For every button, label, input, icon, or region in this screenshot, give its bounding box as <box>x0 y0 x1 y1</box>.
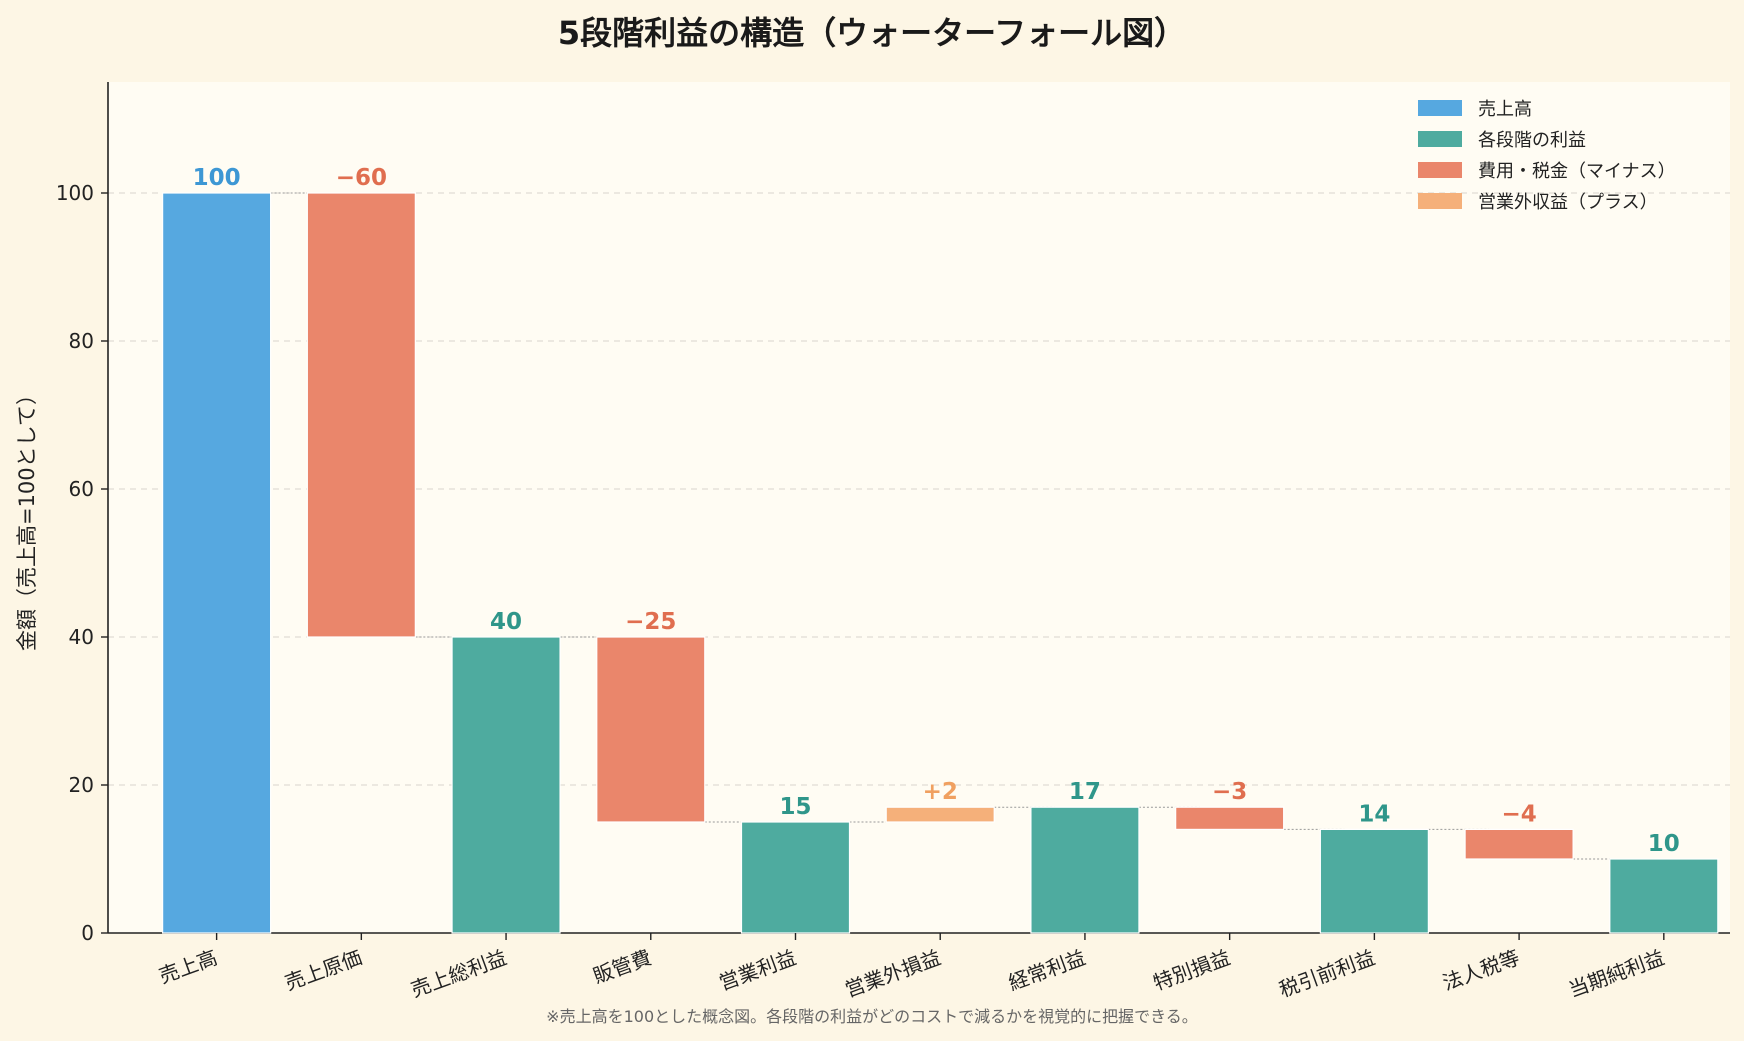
bar-profit <box>1030 806 1140 934</box>
bar-cost <box>306 192 416 638</box>
y-tick-label: 60 <box>69 477 94 501</box>
legend-label: 各段階の利益 <box>1478 130 1586 151</box>
x-tick-label: 法人税等 <box>1439 945 1522 995</box>
legend-label: 営業外収益（プラス） <box>1478 192 1658 213</box>
bar-value-label: 14 <box>1358 801 1390 827</box>
bar-value-label: 17 <box>1069 779 1101 805</box>
bar-cost <box>1175 806 1285 831</box>
bar-value-label: 100 <box>193 165 241 191</box>
bar-value-label: 15 <box>779 794 811 820</box>
y-axis-label: 金額（売上高=100として） <box>15 384 39 651</box>
x-tick-label: 税引前利益 <box>1276 945 1378 1002</box>
legend-swatch-revenue <box>1418 100 1462 116</box>
bar-value-label: −60 <box>336 165 387 191</box>
legend-label: 売上高 <box>1478 99 1532 120</box>
x-tick-label: 経常利益 <box>1005 945 1088 995</box>
bar-profit <box>451 636 561 934</box>
y-tick-label: 0 <box>81 921 94 945</box>
y-tick-label: 80 <box>69 329 94 353</box>
x-tick-label: 売上総利益 <box>408 945 510 1002</box>
bar-value-label: 40 <box>490 609 522 635</box>
x-tick-label: 当期純利益 <box>1565 945 1667 1002</box>
bar-cost <box>1464 828 1574 860</box>
y-tick-label: 40 <box>69 625 94 649</box>
legend-swatch-profit <box>1418 131 1462 147</box>
x-tick-label: 売上原価 <box>282 945 365 995</box>
bar-profit <box>1319 828 1429 934</box>
x-tick-label: 特別損益 <box>1150 945 1233 995</box>
bar-gain <box>885 806 995 823</box>
bar-revenue <box>162 192 272 934</box>
x-tick-label: 販管費 <box>590 945 655 988</box>
legend-swatch-gain <box>1418 193 1462 209</box>
bar-cost <box>596 636 706 823</box>
y-tick-label: 100 <box>56 181 94 205</box>
x-tick-label: 営業利益 <box>716 945 799 995</box>
x-tick-label: 営業外損益 <box>842 945 944 1002</box>
bar-value-label: 10 <box>1648 831 1680 857</box>
bar-profit <box>740 821 851 934</box>
chart-footnote: ※売上高を100とした概念図。各段階の利益がどのコストで減るかを視覚的に把握でき… <box>546 1007 1198 1026</box>
y-tick-label: 20 <box>69 773 94 797</box>
bar-value-label: −4 <box>1501 801 1536 827</box>
bar-value-label: −3 <box>1212 779 1247 805</box>
legend-label: 費用・税金（マイナス） <box>1478 161 1676 182</box>
bar-value-label: +2 <box>923 779 958 805</box>
legend-swatch-cost <box>1418 162 1462 178</box>
x-tick-label: 売上高 <box>156 945 221 988</box>
chart-title: 5段階利益の構造（ウォーターフォール図） <box>557 14 1187 52</box>
bar-profit <box>1609 858 1719 934</box>
bar-value-label: −25 <box>625 609 676 635</box>
